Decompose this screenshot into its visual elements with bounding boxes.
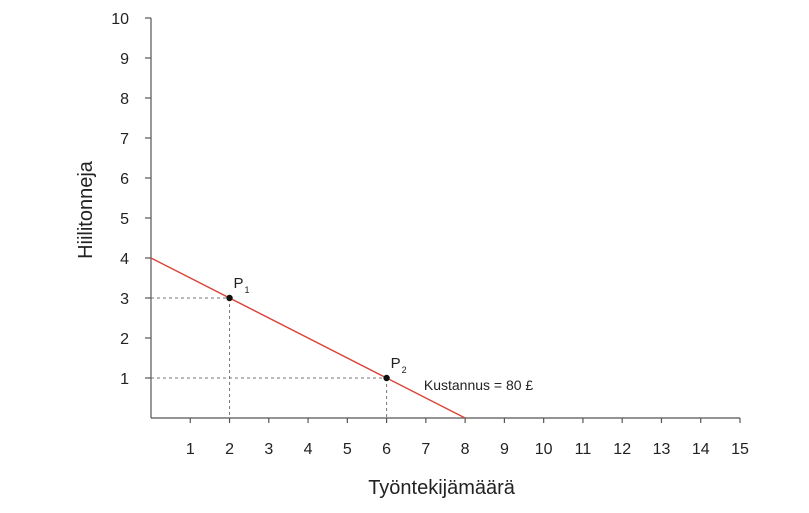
y-tick-label: 3 [120, 291, 129, 308]
x-tick-label: 13 [653, 441, 671, 458]
y-axis-title: Hiilitonneja [75, 160, 97, 259]
y-tick-label: 5 [120, 211, 129, 228]
y-tick-label: 8 [120, 91, 129, 108]
y-tick-label: 4 [120, 251, 129, 268]
point-marker-p1 [226, 294, 233, 302]
point-label-p1: P1 [234, 275, 250, 295]
cost-line [150, 257, 466, 419]
point-label-subscript: 1 [245, 285, 250, 295]
point-label-p2: P2 [391, 355, 407, 375]
x-tick-label: 2 [225, 441, 234, 458]
y-tick-label: 9 [120, 51, 129, 68]
cost-annotation: Kustannus = 80 £ [424, 377, 534, 393]
x-tick-label: 5 [343, 441, 352, 458]
y-tick-label: 2 [120, 331, 129, 348]
x-tick-label: 4 [304, 441, 313, 458]
series-layer [150, 257, 466, 419]
x-tick-label: 8 [461, 441, 470, 458]
x-axis-title: Työntekijämäärä [368, 477, 516, 499]
points-layer: P1 P2 [226, 275, 407, 382]
x-tick-label: 12 [613, 441, 631, 458]
y-tick-label: 1 [120, 371, 129, 388]
y-tick-label: 6 [120, 171, 129, 188]
x-tick-label: 1 [186, 441, 195, 458]
x-tick-label: 7 [421, 441, 430, 458]
x-tick-label: 9 [500, 441, 509, 458]
y-tick-label: 10 [111, 11, 129, 28]
point-label-subscript: 2 [402, 365, 407, 375]
x-tick-label: 15 [731, 441, 749, 458]
x-tick-label: 10 [535, 441, 553, 458]
guide-lines [151, 297, 388, 418]
point-marker-p2 [383, 374, 390, 382]
y-tick-label: 7 [120, 131, 129, 148]
x-tick-label: 6 [382, 441, 391, 458]
x-ticks: 1 2 3 4 5 6 7 8 9 10 11 12 13 14 15 [186, 418, 749, 458]
y-ticks: 1 2 3 4 5 6 7 8 9 10 [111, 11, 151, 388]
x-tick-label: 14 [692, 441, 710, 458]
x-tick-label: 11 [575, 441, 592, 458]
axes [150, 18, 740, 419]
x-tick-label: 3 [264, 441, 273, 458]
